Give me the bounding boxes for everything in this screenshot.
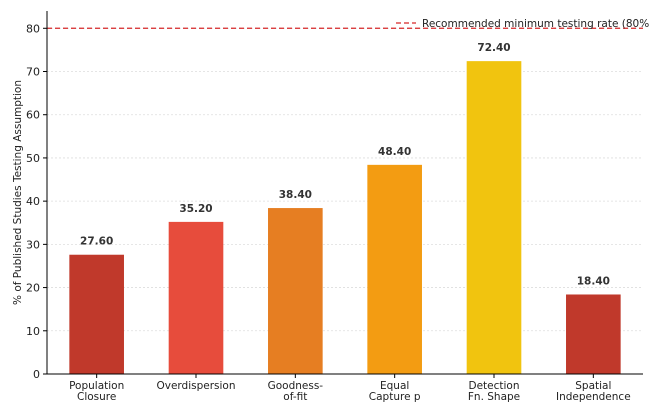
data-label-0: 27.60	[80, 236, 113, 248]
legend: Recommended minimum testing rate (80%)	[396, 18, 649, 30]
bar-5	[566, 294, 621, 374]
bar-3	[367, 164, 422, 374]
grid-lines	[47, 27, 643, 332]
x-tick-label-2-1: of-fit	[283, 391, 307, 403]
data-label-4: 72.40	[477, 42, 510, 54]
axes	[46, 11, 643, 375]
data-label-1: 35.20	[179, 203, 212, 215]
x-tick-label-4-1: Fn. Shape	[468, 391, 520, 403]
x-tick-label-3-1: Capture p	[369, 391, 421, 403]
x-tick-label-5-0: Spatial	[575, 380, 611, 392]
y-tick-label-5: 50	[26, 152, 40, 165]
y-tick-label-6: 60	[26, 109, 40, 122]
y-tick-label-2: 20	[26, 282, 40, 295]
legend-label: Recommended minimum testing rate (80%)	[422, 18, 649, 30]
data-label-2: 38.40	[279, 189, 312, 201]
data-label-5: 18.40	[577, 275, 610, 287]
y-tick-label-7: 70	[26, 66, 40, 79]
x-tick-label-4-0: Detection	[468, 380, 519, 392]
y-axis-title: % of Published Studies Testing Assumptio…	[12, 80, 24, 305]
x-tick-label-2-0: Goodness-	[268, 380, 324, 392]
data-labels: 27.60 35.20 38.40 48.40 72.40 18.40	[80, 42, 610, 287]
x-tick-label-3-0: Equal	[380, 380, 409, 392]
x-tick-label-0-1: Closure	[77, 391, 116, 403]
y-tick-label-4: 40	[26, 195, 40, 208]
x-tick-label-5-1: Independence	[556, 391, 631, 403]
bar-1	[168, 221, 224, 374]
data-label-3: 48.40	[378, 146, 411, 158]
y-tick-label-3: 30	[26, 238, 40, 251]
bars-group	[69, 61, 621, 374]
x-tick-label-1-0: Overdispersion	[156, 380, 235, 392]
y-tick-label-0: 0	[33, 368, 40, 381]
bar-0	[69, 254, 124, 374]
y-tick-label-1: 10	[26, 325, 40, 338]
bar-4	[466, 61, 522, 374]
y-tick-label-8: 80	[26, 22, 40, 35]
x-tick-label-0-0: Population	[69, 380, 124, 392]
y-ticks: 0 10 20 30 40 50 60 70 80	[26, 22, 47, 381]
bar-2	[268, 208, 323, 374]
